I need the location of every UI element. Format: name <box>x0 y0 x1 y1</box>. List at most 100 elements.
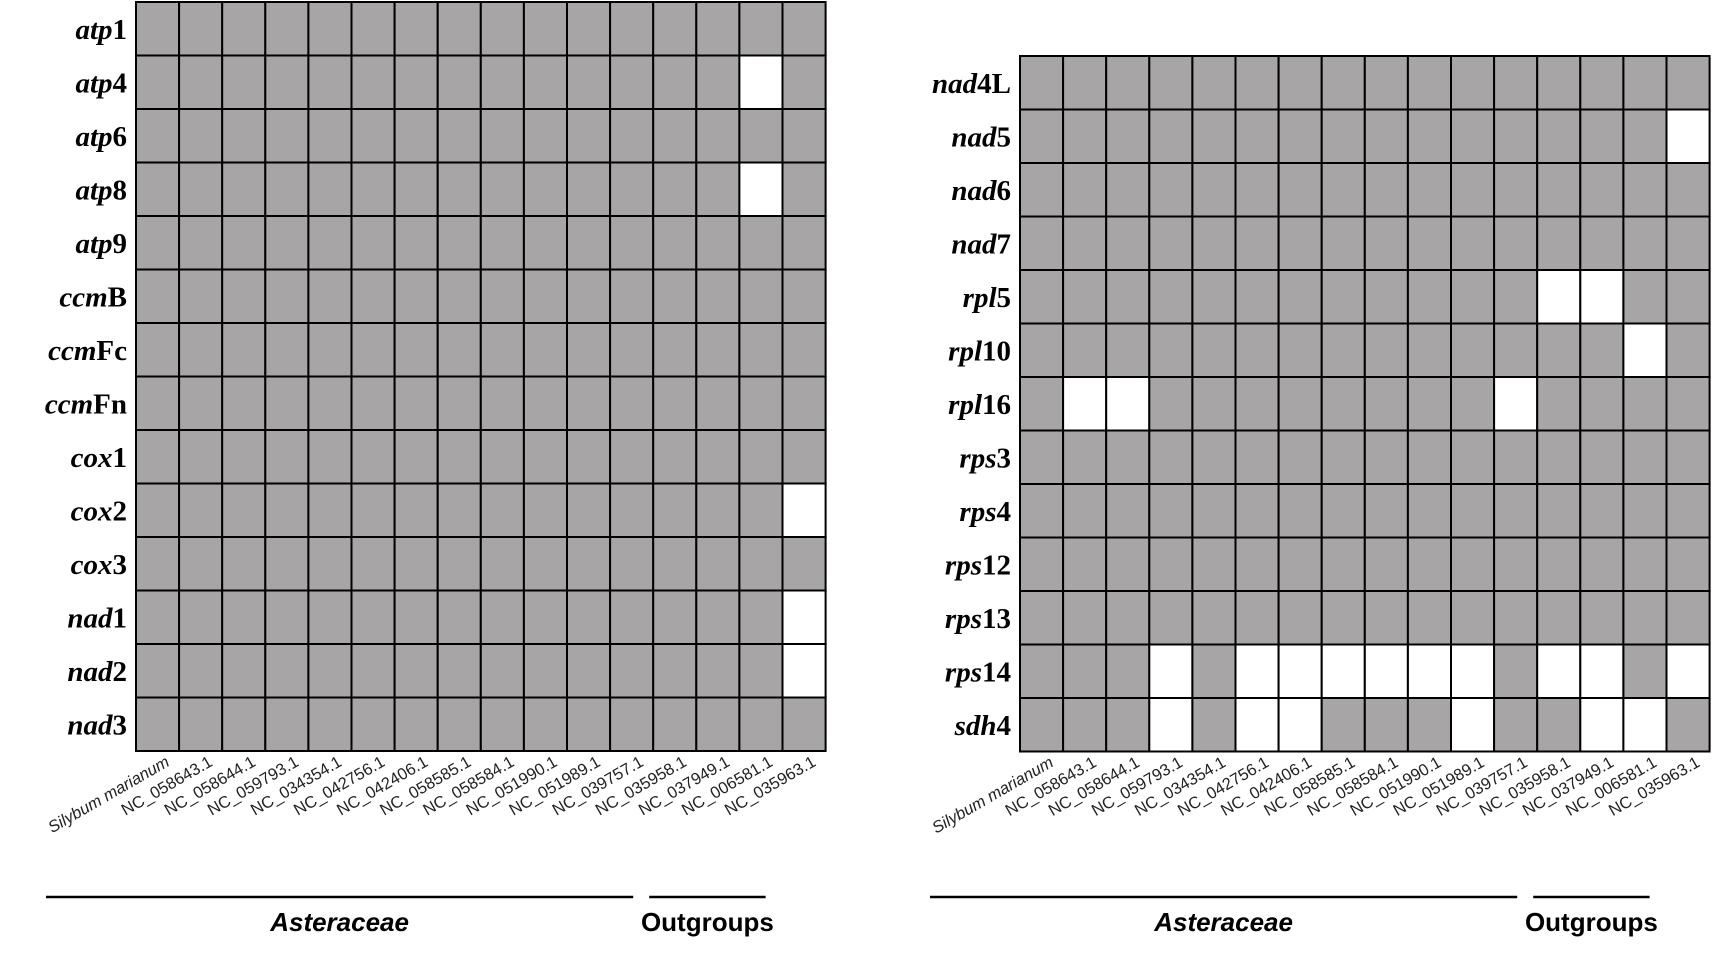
cell-atp8-2 <box>221 161 267 217</box>
cell-atp1-6 <box>393 1 439 57</box>
cell-rps4-12 <box>1536 483 1582 539</box>
cell-atp9-2 <box>221 215 267 271</box>
cell-rpl16-6 <box>1277 376 1323 432</box>
cell-atp8-6 <box>393 161 439 217</box>
row-label-atp4: atp4 <box>75 67 127 99</box>
cell-nad1-3 <box>264 589 310 645</box>
cell-nad4L-3 <box>1148 55 1194 111</box>
cell-nad1-12 <box>652 589 698 645</box>
cell-cox3-2 <box>221 536 267 592</box>
cell-nad3-6 <box>393 696 439 752</box>
cell-nad6-2 <box>1105 162 1151 218</box>
cell-cox1-10 <box>566 429 612 485</box>
cell-rps4-0 <box>1019 483 1065 539</box>
row-label-rps13: rps13 <box>945 603 1011 635</box>
cell-rpl5-10 <box>1450 269 1496 325</box>
cell-nad6-3 <box>1148 162 1194 218</box>
cell-ccmB-9 <box>522 268 569 324</box>
cell-cox3-14 <box>738 536 784 592</box>
cell-cox3-5 <box>350 536 396 592</box>
cell-nad1-5 <box>350 589 396 645</box>
cell-nad6-5 <box>1234 162 1280 218</box>
cell-nad6-13 <box>1579 162 1625 218</box>
cell-cox1-9 <box>522 429 569 485</box>
cell-nad2-8 <box>479 643 525 699</box>
cell-rps12-14 <box>1622 536 1668 592</box>
cell-rps3-9 <box>1406 429 1453 485</box>
cell-nad7-13 <box>1579 215 1625 271</box>
cell-nad6-0 <box>1019 162 1065 218</box>
cell-ccmFc-9 <box>522 322 569 378</box>
cell-rps3-4 <box>1191 429 1237 485</box>
cell-cox3-3 <box>264 536 310 592</box>
row-label-rps12: rps12 <box>945 549 1011 581</box>
cell-cox3-0 <box>135 536 181 592</box>
cell-atp8-1 <box>178 161 224 217</box>
cell-ccmFn-9 <box>522 375 569 431</box>
cell-rpl5-8 <box>1363 269 1409 325</box>
cell-atp1-14 <box>738 1 784 57</box>
cell-nad4L-4 <box>1191 55 1237 111</box>
cell-ccmB-2 <box>221 268 267 324</box>
cell-rpl10-12 <box>1536 322 1582 378</box>
cell-cox1-8 <box>479 429 525 485</box>
cell-nad1-9 <box>522 589 569 645</box>
cell-cox2-3 <box>264 482 310 538</box>
cell-ccmFn-11 <box>609 375 655 431</box>
cell-rps4-6 <box>1277 483 1323 539</box>
cell-rpl16-1 <box>1062 376 1108 432</box>
cell-rps4-13 <box>1579 483 1625 539</box>
cell-atp9-10 <box>566 215 612 271</box>
cell-nad2-12 <box>652 643 698 699</box>
cell-cox1-14 <box>738 429 784 485</box>
cell-rpl16-10 <box>1450 376 1496 432</box>
cell-nad6-6 <box>1277 162 1323 218</box>
cell-nad4L-13 <box>1579 55 1625 111</box>
cell-rpl10-10 <box>1450 322 1496 378</box>
cell-nad5-10 <box>1450 108 1496 164</box>
cell-rps14-14 <box>1622 643 1668 699</box>
cell-nad2-2 <box>221 643 267 699</box>
cell-cox2-2 <box>221 482 267 538</box>
cell-rpl5-0 <box>1019 269 1065 325</box>
cell-ccmFn-1 <box>178 375 224 431</box>
cell-nad7-6 <box>1277 215 1323 271</box>
cell-nad1-11 <box>609 589 655 645</box>
cell-ccmFn-3 <box>264 375 310 431</box>
cell-nad6-10 <box>1450 162 1496 218</box>
cell-ccmB-0 <box>135 268 181 324</box>
cell-cox1-11 <box>609 429 655 485</box>
cell-rps4-10 <box>1450 483 1496 539</box>
cell-cox3-9 <box>522 536 569 592</box>
cell-rps13-0 <box>1019 590 1065 646</box>
cell-nad7-12 <box>1536 215 1582 271</box>
cell-nad3-4 <box>307 696 353 752</box>
cell-nad3-8 <box>479 696 525 752</box>
row-label-rpl16: rpl16 <box>948 389 1011 421</box>
cell-rpl10-8 <box>1363 322 1409 378</box>
cell-sdh4-3 <box>1148 697 1194 753</box>
cell-ccmFn-7 <box>436 375 482 431</box>
cell-sdh4-15 <box>1665 697 1711 753</box>
cell-sdh4-1 <box>1062 697 1108 753</box>
cell-cox1-1 <box>178 429 224 485</box>
cell-cox1-2 <box>221 429 267 485</box>
cell-rps13-7 <box>1320 590 1366 646</box>
cell-nad3-9 <box>522 696 569 752</box>
cell-ccmFc-4 <box>307 322 353 378</box>
cell-rpl5-4 <box>1191 269 1237 325</box>
cell-rps12-11 <box>1493 536 1539 592</box>
cell-rps3-7 <box>1320 429 1366 485</box>
cell-sdh4-4 <box>1191 697 1237 753</box>
row-label-ccmFc: ccmFc <box>48 335 127 367</box>
cell-atp8-12 <box>652 161 698 217</box>
cell-rps3-11 <box>1493 429 1539 485</box>
cell-sdh4-0 <box>1019 697 1065 753</box>
cell-rpl16-5 <box>1234 376 1280 432</box>
cell-sdh4-11 <box>1493 697 1539 753</box>
cell-nad4L-12 <box>1536 55 1582 111</box>
cell-ccmFc-6 <box>393 322 439 378</box>
cell-cox1-7 <box>436 429 482 485</box>
cell-nad6-9 <box>1406 162 1453 218</box>
cell-cox3-1 <box>178 536 224 592</box>
